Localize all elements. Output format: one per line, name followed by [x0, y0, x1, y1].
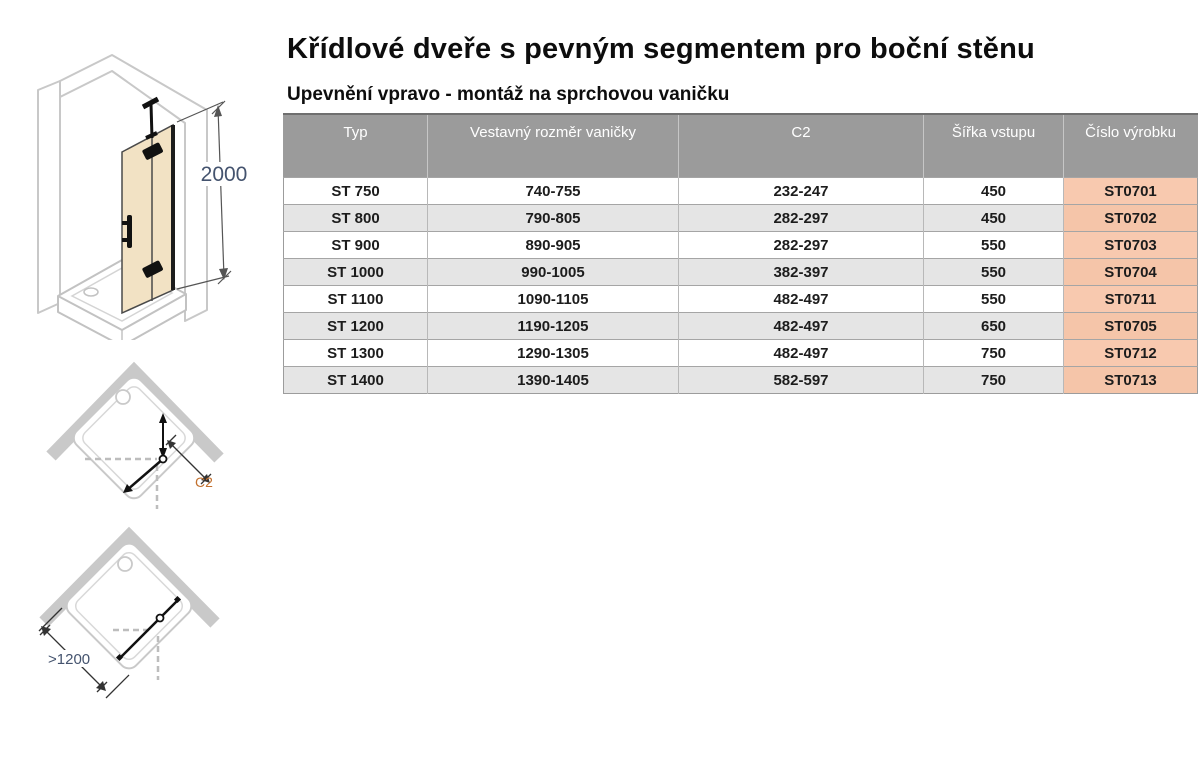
- drain-icon: [117, 556, 133, 572]
- table-cell: ST 1400: [283, 366, 428, 394]
- table-cell: 282-297: [678, 204, 924, 232]
- table-row: ST 1400 1390-1405 582-597 750 ST0713: [283, 366, 1198, 394]
- table-row: ST 1200 1190-1205 482-497 650 ST0705: [283, 312, 1198, 340]
- c2-dimension-label: C2: [195, 474, 213, 490]
- table-cell: 1190-1205: [427, 312, 679, 340]
- table-row: ST 800 790-805 282-297 450 ST0702: [283, 204, 1198, 232]
- shower-tray-plan: [65, 542, 193, 670]
- c2-dimension: [165, 434, 212, 485]
- plan-min-width-drawing: >1200: [38, 526, 220, 699]
- product-number-cell: ST0713: [1063, 366, 1198, 394]
- drain-icon: [115, 389, 131, 405]
- table-cell: 740-755: [427, 177, 679, 205]
- height-dimension: [176, 100, 232, 290]
- table-cell: ST 1200: [283, 312, 428, 340]
- plan-min-width-diagram: >1200: [25, 522, 235, 712]
- table-cell: 482-497: [678, 312, 924, 340]
- open-door: [123, 413, 168, 493]
- table-row: ST 1300 1290-1305 482-497 750 ST0712: [283, 339, 1198, 367]
- table-row: ST 750 740-755 232-247 450 ST0701: [283, 177, 1198, 205]
- table-cell: 890-905: [427, 231, 679, 259]
- axis-dashed-lines: [85, 457, 159, 509]
- table-body: ST 750 740-755 232-247 450 ST0701 ST 800 790-8…: [283, 177, 1198, 394]
- column-header: Vestavný rozměr vaničky: [427, 114, 679, 178]
- elevation-diagram: 2000: [15, 50, 265, 347]
- table-cell: ST 800: [283, 204, 428, 232]
- table-cell: ST 750: [283, 177, 428, 205]
- table-cell: 550: [923, 285, 1064, 313]
- product-number-cell: ST0704: [1063, 258, 1198, 286]
- product-number-cell: ST0705: [1063, 312, 1198, 340]
- table-cell: 482-497: [678, 285, 924, 313]
- table-cell: 450: [923, 177, 1064, 205]
- product-table: Typ Vestavný rozměr vaničky C2 Šířka vstupu…: [283, 113, 1198, 394]
- column-header: Číslo výrobku: [1063, 114, 1198, 178]
- table-row: ST 1000 990-1005 382-397 550 ST0704: [283, 258, 1198, 286]
- table-cell: 550: [923, 258, 1064, 286]
- table-cell: 750: [923, 366, 1064, 394]
- table-cell: 482-497: [678, 339, 924, 367]
- closed-door: [115, 595, 182, 662]
- hinge-point: [155, 613, 165, 623]
- table-cell: 550: [923, 231, 1064, 259]
- hinge-icons: [142, 142, 163, 278]
- height-dimension-label: 2000: [201, 163, 248, 186]
- product-number-cell: ST0702: [1063, 204, 1198, 232]
- table-cell: 1090-1105: [427, 285, 679, 313]
- table-cell: 232-247: [678, 177, 924, 205]
- page-title: Křídlové dveře s pevným segmentem pro bo…: [287, 33, 1035, 65]
- product-number-cell: ST0711: [1063, 285, 1198, 313]
- plan-c2-diagram: C2: [30, 355, 230, 520]
- table-cell: 750: [923, 339, 1064, 367]
- table-cell: 1290-1305: [427, 339, 679, 367]
- column-header: C2: [678, 114, 924, 178]
- elevation-drawing: 2000: [37, 54, 252, 347]
- table-cell: 450: [923, 204, 1064, 232]
- ceiling-support-icon: [141, 96, 160, 140]
- table-cell: 382-397: [678, 258, 924, 286]
- table-cell: ST 1100: [283, 285, 428, 313]
- table-cell: ST 1000: [283, 258, 428, 286]
- column-header: Šířka vstupu: [923, 114, 1064, 178]
- table-cell: 990-1005: [427, 258, 679, 286]
- hinge-point: [158, 454, 168, 464]
- table-cell: 650: [923, 312, 1064, 340]
- table-header-row: Typ Vestavný rozměr vaničky C2 Šířka vstupu…: [283, 114, 1198, 178]
- table-cell: 1390-1405: [427, 366, 679, 394]
- table-cell: 282-297: [678, 231, 924, 259]
- product-number-cell: ST0703: [1063, 231, 1198, 259]
- door-handle-icon: [122, 215, 132, 248]
- column-header: Typ: [283, 114, 428, 178]
- table-row: ST 900 890-905 282-297 550 ST0703: [283, 231, 1198, 259]
- plan-c2-drawing: C2: [46, 361, 224, 509]
- corner-walls: [39, 526, 220, 628]
- product-number-cell: ST0701: [1063, 177, 1198, 205]
- label-backplate: [197, 162, 252, 186]
- table-cell: ST 900: [283, 231, 428, 259]
- product-number-cell: ST0712: [1063, 339, 1198, 367]
- table-cell: 790-805: [427, 204, 679, 232]
- table-head: Typ Vestavný rozměr vaničky C2 Šířka vstupu…: [283, 114, 1198, 178]
- page-subtitle: Upevnění vpravo - montáž na sprchovou va…: [287, 84, 730, 105]
- table-cell: ST 1300: [283, 339, 428, 367]
- drain-icon: [83, 287, 99, 297]
- table-cell: 582-597: [678, 366, 924, 394]
- min-width-dimension-label: >1200: [48, 651, 90, 668]
- label-backplate: [45, 650, 103, 667]
- shower-tray-plan: [72, 376, 196, 500]
- table-row: ST 1100 1090-1105 482-497 550 ST0711: [283, 285, 1198, 313]
